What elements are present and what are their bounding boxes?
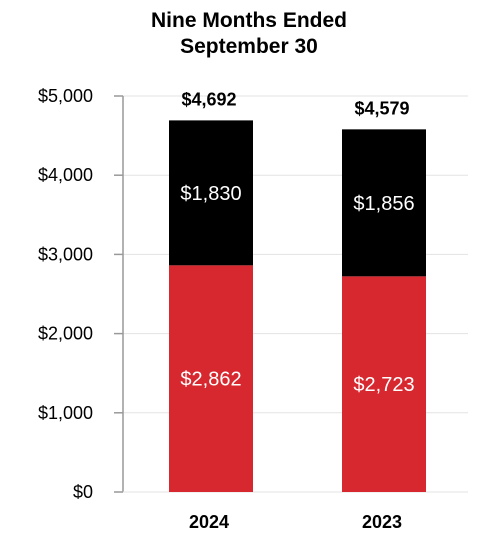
bar-segment-2023-top	[342, 129, 426, 277]
x-tick-label: 2024	[189, 512, 229, 532]
x-tick-labels: 2024 2023	[189, 512, 402, 532]
total-label: $4,692	[181, 89, 236, 109]
data-labels: $2,862 $1,830 $4,692 $2,723 $1,856 $4,579	[180, 89, 414, 396]
chart-title-line-1: Nine Months Ended	[151, 9, 347, 32]
segment-label: $2,862	[180, 369, 241, 391]
bar-segment-2023-bottom	[342, 276, 426, 492]
y-tick-label: $2,000	[38, 324, 93, 344]
y-tick-label: $5,000	[38, 86, 93, 106]
total-label: $4,579	[354, 98, 409, 118]
y-tick-label: $3,000	[38, 244, 93, 264]
chart-title-line-2: September 30	[180, 35, 318, 58]
segment-label: $1,830	[180, 183, 241, 205]
x-tick-label: 2023	[362, 512, 402, 532]
bar-segment-2024-bottom	[169, 265, 253, 492]
y-tick-label: $0	[73, 482, 93, 502]
segment-label: $2,723	[353, 374, 414, 396]
bar-segment-2024-top	[169, 120, 253, 266]
y-tick-labels: $0 $1,000 $2,000 $3,000 $4,000 $5,000	[38, 86, 93, 502]
bars	[169, 120, 426, 492]
segment-label: $1,856	[353, 193, 414, 215]
y-tick-label: $1,000	[38, 403, 93, 423]
y-tick-label: $4,000	[38, 165, 93, 185]
